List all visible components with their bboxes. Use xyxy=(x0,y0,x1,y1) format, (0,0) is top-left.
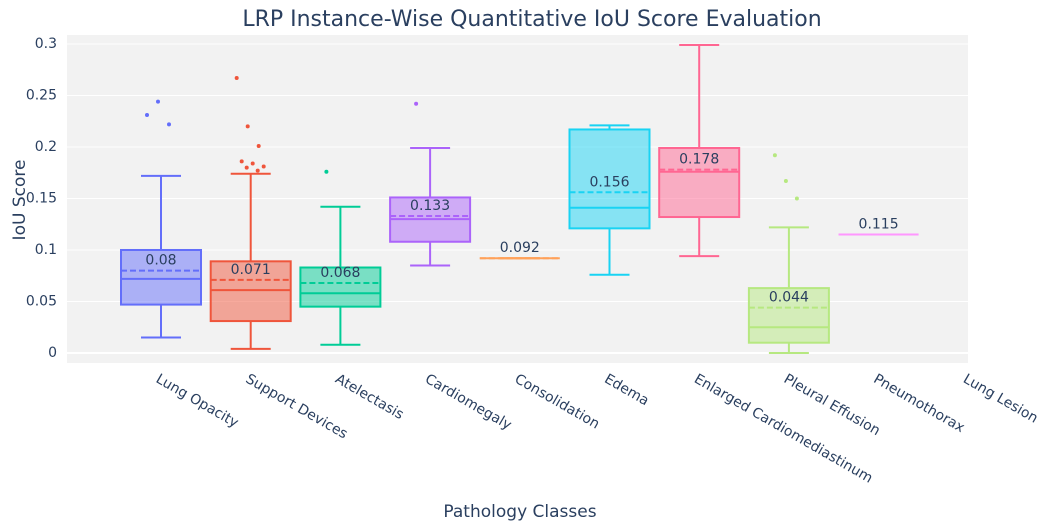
x-tick-label: Edema xyxy=(602,371,652,409)
outlier xyxy=(167,122,171,127)
mean-label: 0.092 xyxy=(500,240,540,256)
chart-title: LRP Instance-Wise Quantitative IoU Score… xyxy=(242,7,821,32)
outlier xyxy=(783,178,788,183)
y-tick-label: 0.3 xyxy=(35,36,57,52)
outlier xyxy=(156,99,160,104)
outlier xyxy=(145,113,149,118)
y-tick-label: 0.05 xyxy=(26,294,57,310)
y-tick-label: 0.1 xyxy=(35,242,57,258)
mean-label: 0.178 xyxy=(679,152,719,168)
outlier xyxy=(794,196,799,201)
x-tick-label: Atelectasis xyxy=(332,371,406,423)
outlier xyxy=(245,124,250,129)
y-tick-label: 0 xyxy=(48,345,57,361)
mean-label: 0.133 xyxy=(410,198,450,214)
outlier xyxy=(324,169,329,174)
x-tick-label: Cardiomegaly xyxy=(422,371,514,433)
x-tick-label: Lung Opacity xyxy=(153,371,241,431)
y-tick-label: 0.2 xyxy=(35,139,57,155)
x-tick-label: Consolidation xyxy=(512,371,602,432)
y-tick-label: 0.25 xyxy=(26,87,57,103)
outlier xyxy=(772,153,777,158)
mean-label: 0.044 xyxy=(769,290,809,306)
x-tick-label: Pneumothorax xyxy=(871,371,968,436)
box xyxy=(299,266,382,308)
box xyxy=(568,128,651,230)
outlier xyxy=(256,143,261,148)
mean-label: 0.071 xyxy=(231,262,271,278)
outlier xyxy=(255,168,260,173)
box xyxy=(120,248,202,306)
plot-background xyxy=(67,35,968,363)
box xyxy=(209,260,292,323)
outlier xyxy=(414,101,419,106)
box xyxy=(747,287,830,344)
x-tick-label: Lung Lesion xyxy=(960,371,1040,427)
box xyxy=(658,147,741,219)
mean-label: 0.068 xyxy=(320,265,360,281)
outlier xyxy=(250,161,255,166)
outlier xyxy=(234,75,239,80)
y-tick-label: 0.15 xyxy=(26,190,57,206)
x-tick-label: Enlarged Cardiomediastinum xyxy=(691,371,875,487)
x-axis-label: Pathology Classes xyxy=(443,502,596,522)
mean-label: 0.156 xyxy=(589,174,629,190)
mean-label: 0.08 xyxy=(145,253,176,269)
y-axis-label: IoU Score xyxy=(10,160,30,241)
outlier xyxy=(239,159,244,164)
mean-label: 0.115 xyxy=(859,217,899,233)
outlier xyxy=(244,165,249,170)
outlier xyxy=(261,164,266,169)
